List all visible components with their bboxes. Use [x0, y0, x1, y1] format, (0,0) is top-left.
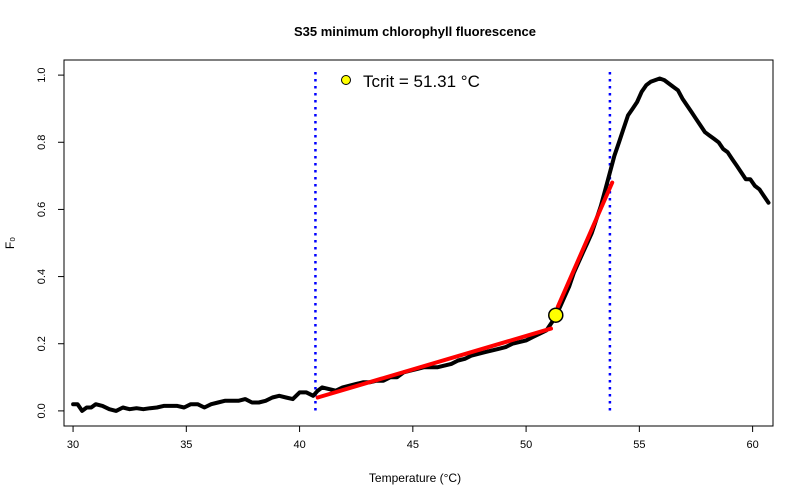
legend: Tcrit = 51.31 °C — [341, 72, 480, 91]
y-tick-label: 0.2 — [36, 336, 48, 351]
threshold-lines — [314, 72, 612, 414]
series-line-fit-low — [315, 326, 553, 400]
x-axis-label: Temperature (°C) — [369, 471, 461, 485]
legend-text: Tcrit = 51.31 °C — [363, 72, 480, 91]
x-tick-label: 50 — [520, 439, 532, 451]
series-group — [71, 76, 771, 413]
y-tick-label: 0.8 — [36, 135, 48, 150]
y-tick-label: 0.6 — [36, 202, 48, 217]
legend-marker — [341, 75, 351, 85]
y-tick-label: 0.4 — [36, 269, 48, 284]
x-tick-label: 40 — [293, 439, 305, 451]
series-line-fit-high — [555, 180, 615, 309]
y-tick-label: 0.0 — [36, 403, 48, 418]
tcrit-point — [548, 307, 564, 323]
x-axis: 30 35 40 45 50 55 60 — [67, 425, 759, 451]
y-tick-label: 1.0 — [36, 67, 48, 82]
chart-title: S35 minimum chlorophyll fluorescence — [294, 24, 536, 39]
series-line-F0 — [71, 76, 771, 413]
y-axis: 0.0 0.2 0.4 0.6 0.8 1.0 — [36, 67, 65, 419]
x-tick-label: 60 — [746, 439, 758, 451]
plot-frame — [63, 59, 774, 427]
x-tick-label: 30 — [67, 439, 79, 451]
tcrit-point-group — [548, 307, 564, 323]
x-tick-label: 55 — [633, 439, 645, 451]
y-axis-label: F₀ — [3, 237, 17, 249]
x-tick-label: 35 — [180, 439, 192, 451]
x-tick-label: 45 — [407, 439, 419, 451]
